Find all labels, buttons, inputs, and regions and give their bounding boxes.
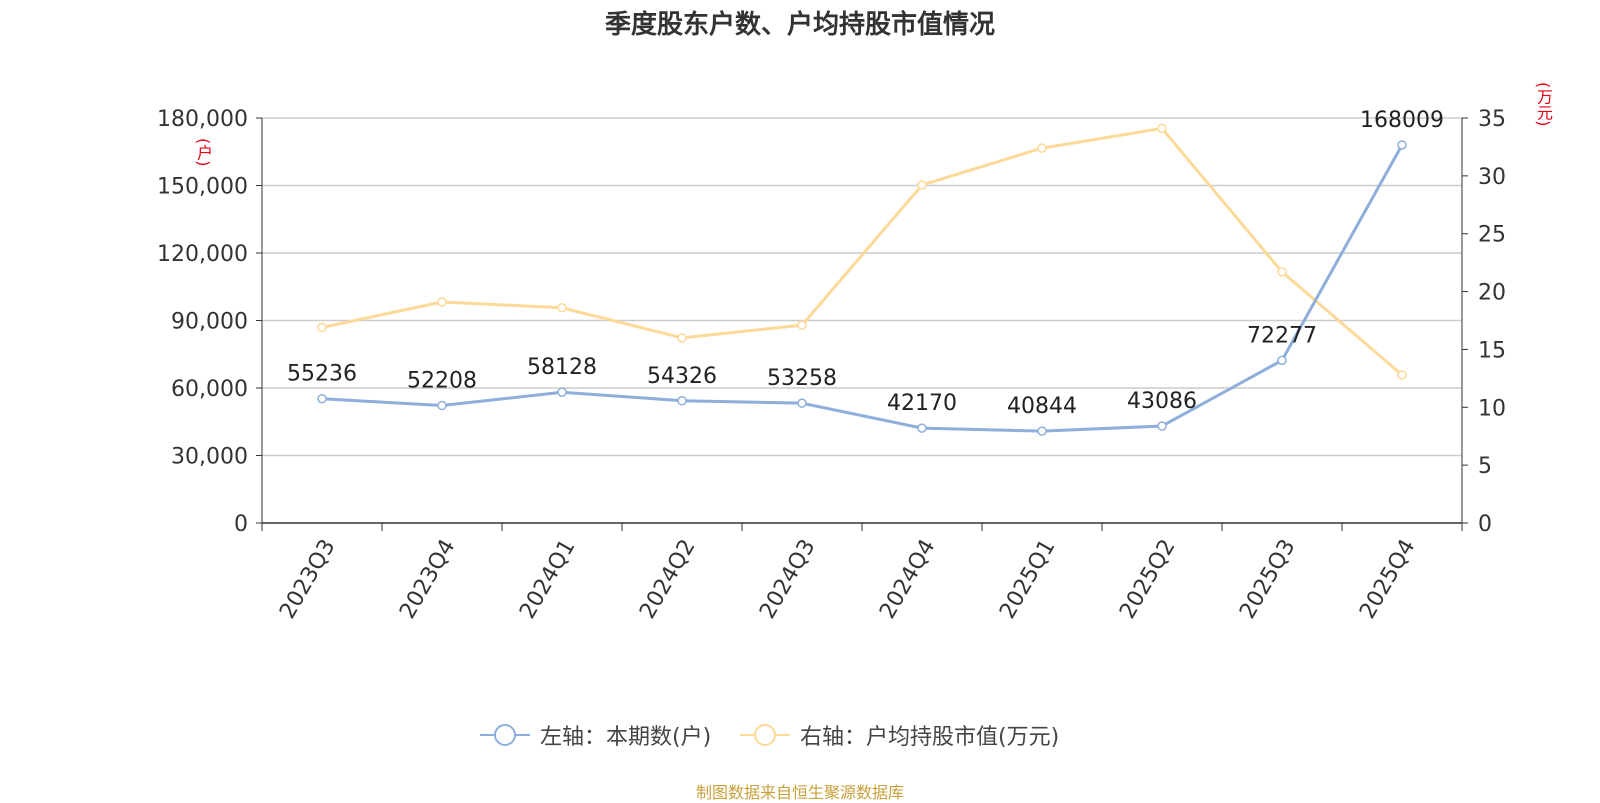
left-axis-tick-label: 0 — [234, 512, 248, 537]
chart-title: 季度股东户数、户均持股市值情况 — [604, 10, 995, 40]
right-axis-unit: (万元) — [1534, 82, 1553, 127]
data-point — [677, 333, 687, 343]
data-label: 72277 — [1247, 323, 1317, 348]
data-point — [917, 423, 927, 433]
data-labels: 55236 52208 58128 54326 53258 42170 40844 43086… — [287, 108, 1444, 419]
data-point — [797, 398, 807, 408]
left-axis-unit: (户) — [194, 138, 213, 167]
data-point — [1397, 140, 1407, 150]
left-axis-tick-label: 90,000 — [171, 310, 248, 335]
data-label: 43086 — [1127, 389, 1197, 414]
right-axis-tick-label: 30 — [1478, 165, 1506, 190]
legend-label-right-series: 右轴：户均持股市值(万元) — [800, 725, 1060, 750]
left-axis-tick-label: 150,000 — [157, 175, 248, 200]
data-point — [797, 320, 807, 330]
left-axis-tick-label: 180,000 — [157, 107, 248, 132]
legend-line-circle-icon — [480, 724, 530, 746]
data-point — [557, 303, 567, 313]
data-point — [437, 400, 447, 411]
x-axis-tick-label: 2023Q4 — [395, 535, 460, 623]
data-point — [1277, 267, 1287, 277]
x-axis-tick-label: 2025Q2 — [1115, 535, 1180, 623]
data-point — [437, 297, 447, 307]
legend-label-left-series: 左轴：本期数(户) — [540, 725, 712, 750]
x-axis-tick-label: 2023Q3 — [275, 535, 340, 623]
series-line — [321, 126, 1403, 377]
data-point — [1397, 370, 1407, 380]
x-axis-tick-label: 2025Q1 — [995, 535, 1060, 623]
data-label: 54326 — [647, 364, 717, 389]
data-point — [677, 396, 687, 406]
data-point — [1157, 123, 1167, 134]
right-axis-tick-label: 20 — [1478, 281, 1506, 306]
data-label: 53258 — [767, 366, 837, 391]
data-label: 52208 — [407, 369, 477, 394]
legend-item-right-series[interactable]: 右轴：户均持股市值(万元) — [740, 720, 1059, 750]
data-point — [1037, 143, 1047, 153]
right-axis-tick-label: 25 — [1478, 223, 1506, 248]
x-axis-tick-label: 2024Q2 — [635, 535, 700, 623]
right-axis-tick-label: 10 — [1478, 396, 1506, 421]
right-axis: 0 5 10 15 20 25 30 35 — [1461, 107, 1506, 537]
data-point — [1277, 355, 1287, 366]
data-point — [317, 393, 327, 404]
data-label: 42170 — [887, 391, 957, 416]
right-axis-tick-label: 0 — [1478, 512, 1492, 537]
legend-item-left-series[interactable]: 左轴：本期数(户) — [480, 720, 711, 750]
x-axis-tick-label: 2025Q4 — [1355, 535, 1420, 623]
data-point — [557, 387, 567, 397]
x-axis-tick-label: 2024Q3 — [755, 535, 820, 623]
legend-line-circle-icon — [740, 724, 790, 746]
x-axis: 2023Q3 2023Q4 2024Q1 2024Q2 2024Q3 2024Q4 2025… — [261, 522, 1463, 623]
data-source-note: 制图数据来自恒生聚源数据库 — [695, 783, 904, 802]
right-axis-tick-label: 15 — [1478, 338, 1506, 363]
right-axis-tick-label: 5 — [1478, 454, 1492, 479]
left-axis-tick-label: 60,000 — [171, 377, 248, 402]
x-axis-tick-label: 2024Q1 — [515, 535, 580, 623]
x-axis-tick-label: 2024Q4 — [875, 535, 940, 623]
series-line — [321, 144, 1404, 433]
data-label: 168009 — [1360, 108, 1444, 133]
data-point — [1157, 421, 1167, 431]
left-axis-tick-label: 30,000 — [171, 445, 248, 470]
data-label: 58128 — [527, 355, 597, 380]
series-group — [317, 123, 1407, 436]
left-axis-tick-label: 120,000 — [157, 242, 248, 267]
x-axis-tick-label: 2025Q3 — [1235, 535, 1300, 623]
data-point — [317, 322, 327, 333]
data-label: 40844 — [1007, 394, 1077, 419]
data-point — [1037, 426, 1047, 436]
left-axis: 0 30,000 60,000 90,000 120,000 150,000 180,000 — [157, 107, 263, 537]
data-point — [917, 180, 927, 190]
data-label: 55236 — [287, 362, 357, 387]
right-axis-tick-label: 35 — [1478, 107, 1506, 132]
